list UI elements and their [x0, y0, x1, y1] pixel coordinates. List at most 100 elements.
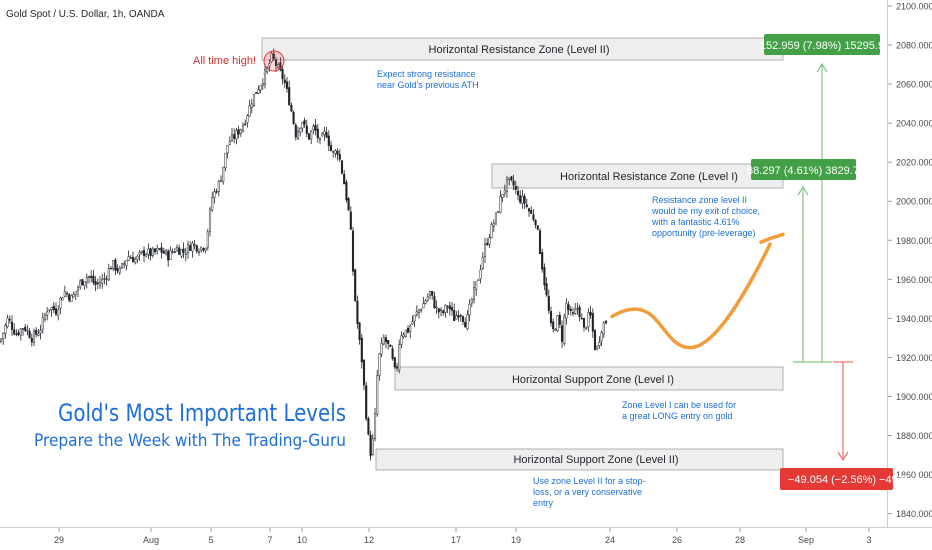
- support-zone-level-1[interactable]: [394, 366, 784, 391]
- candle-body: [167, 250, 170, 261]
- candle-body: [415, 311, 418, 315]
- candle-body: [288, 87, 291, 106]
- candle-body: [591, 313, 594, 332]
- candle-body: [4, 324, 7, 334]
- candle-body: [554, 329, 557, 331]
- candle-body: [268, 63, 271, 67]
- candle-body: [351, 230, 355, 272]
- candle-body: [57, 309, 60, 316]
- time-tick-label: 26: [672, 535, 682, 545]
- support-zone-level-2-label: Horizontal Support Zone (Level II): [513, 454, 678, 466]
- candle-body: [505, 178, 509, 192]
- candle-body: [189, 245, 192, 251]
- candle-body: [160, 247, 163, 253]
- candle-body: [347, 198, 350, 211]
- measure-arrows: [793, 63, 853, 461]
- candle-body: [538, 230, 542, 255]
- price-axis[interactable]: 2100.000 2080.000 2060.000 2040.000 2020.000…: [888, 2, 932, 520]
- candle-body: [0, 338, 3, 342]
- candle-body: [149, 248, 152, 257]
- price-tick-label: 1980.000: [896, 236, 932, 246]
- candle-body: [175, 247, 179, 252]
- time-axis[interactable]: 29 Aug 5 7 10 12 17 19 24 26 28 Sep 3: [54, 528, 872, 545]
- candle-body: [560, 325, 564, 342]
- candle-body: [501, 193, 504, 198]
- candle-body: [17, 332, 20, 335]
- candle-body: [530, 210, 533, 214]
- candle-body: [571, 312, 575, 314]
- candle-body: [39, 330, 42, 334]
- time-tick-label: 24: [605, 535, 615, 545]
- candle-body: [453, 310, 456, 321]
- candle-body: [472, 287, 476, 300]
- projection-arrow[interactable]: [610, 242, 772, 350]
- candle-body: [279, 62, 282, 71]
- candle-body: [246, 115, 249, 123]
- candle-body: [358, 322, 361, 340]
- support-zone-level-2[interactable]: [375, 448, 784, 471]
- candle-body: [241, 125, 245, 132]
- candle-body: [263, 69, 267, 85]
- candle-body: [48, 309, 51, 311]
- candle-body: [382, 337, 385, 345]
- time-tick-label: Sep: [798, 535, 814, 545]
- candle-body: [400, 335, 403, 345]
- candle-body: [213, 191, 216, 198]
- candle-body: [565, 302, 568, 319]
- candle-body: [494, 212, 498, 223]
- candle-body: [340, 160, 344, 174]
- candle-body: [435, 306, 438, 309]
- ath-marker-circle: [263, 50, 285, 72]
- candle-body: [338, 154, 341, 160]
- candle-body: [186, 244, 190, 253]
- candle-body: [424, 300, 427, 304]
- candle-body: [131, 257, 135, 263]
- candle-body: [525, 204, 528, 207]
- candle-body: [376, 375, 379, 415]
- candle-body: [61, 297, 64, 301]
- candle-body: [367, 418, 370, 435]
- candle-body: [158, 248, 161, 250]
- candle-body: [195, 245, 198, 252]
- candle-body: [180, 249, 183, 257]
- measure-label-level-2-box: [764, 34, 880, 55]
- candle-body: [389, 344, 392, 348]
- candle-body: [336, 151, 339, 155]
- res1-note-line: with a fantastic 4.61%: [651, 217, 740, 227]
- ath-note: Expect strong resistance near Gold's pre…: [377, 69, 479, 90]
- candle-body: [398, 344, 401, 371]
- candle-body: [226, 144, 229, 154]
- sup1-note-line: Zone Level I can be used for: [622, 400, 736, 410]
- candle-body: [486, 242, 489, 245]
- candle-body: [600, 332, 603, 342]
- candle-body: [428, 291, 432, 296]
- candle-body: [475, 281, 478, 290]
- candle-body: [450, 307, 454, 311]
- candle-body: [244, 123, 247, 125]
- candle-body: [578, 306, 581, 318]
- candle-body: [127, 256, 130, 261]
- candles-layer: [0, 48, 608, 461]
- candle-body: [552, 321, 555, 330]
- resistance-zone-level-1[interactable]: [491, 163, 784, 189]
- candle-body: [285, 81, 289, 89]
- candle-body: [393, 357, 396, 368]
- candle-body: [76, 287, 80, 291]
- candle-body: [116, 268, 119, 272]
- candle-body: [360, 337, 363, 363]
- sup1-note-line: a great LONG entry on gold: [622, 411, 733, 421]
- candle-body: [521, 195, 524, 204]
- candle-body: [294, 124, 297, 138]
- candle-body: [371, 438, 374, 455]
- candle-body: [21, 328, 25, 330]
- measure-arrowhead-down-icon: [837, 451, 849, 461]
- price-tick-label: 1840.000: [896, 509, 932, 519]
- candle-body: [208, 208, 212, 232]
- candle-body: [52, 305, 55, 311]
- candle-body: [197, 251, 201, 253]
- candle-body: [171, 251, 174, 253]
- candle-body: [582, 317, 586, 328]
- candle-body: [596, 345, 599, 349]
- price-tick-label: 2040.000: [896, 119, 932, 129]
- candle-body: [50, 307, 53, 311]
